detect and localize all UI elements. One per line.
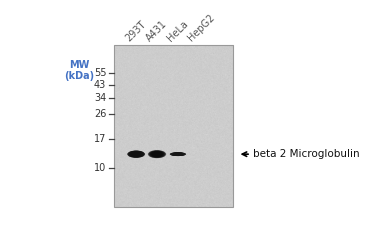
Ellipse shape bbox=[172, 152, 184, 156]
Ellipse shape bbox=[151, 151, 163, 157]
Ellipse shape bbox=[129, 151, 144, 158]
Ellipse shape bbox=[131, 152, 142, 157]
Ellipse shape bbox=[129, 151, 144, 157]
Text: 10: 10 bbox=[94, 163, 106, 173]
Ellipse shape bbox=[149, 150, 165, 158]
Ellipse shape bbox=[130, 152, 142, 157]
Bar bbox=[114, 46, 233, 207]
Ellipse shape bbox=[170, 152, 186, 156]
Ellipse shape bbox=[170, 152, 186, 156]
Text: 26: 26 bbox=[94, 109, 106, 119]
Ellipse shape bbox=[148, 150, 166, 158]
Ellipse shape bbox=[149, 151, 165, 158]
Ellipse shape bbox=[172, 153, 184, 156]
Ellipse shape bbox=[130, 151, 142, 157]
Ellipse shape bbox=[128, 151, 144, 158]
Ellipse shape bbox=[129, 151, 143, 157]
Ellipse shape bbox=[128, 151, 144, 158]
Ellipse shape bbox=[150, 151, 164, 157]
Text: 17: 17 bbox=[94, 134, 106, 144]
Ellipse shape bbox=[129, 151, 143, 157]
Text: 293T: 293T bbox=[123, 19, 147, 44]
Ellipse shape bbox=[131, 152, 141, 156]
Text: 34: 34 bbox=[94, 93, 106, 103]
Ellipse shape bbox=[171, 152, 185, 156]
Ellipse shape bbox=[128, 151, 145, 158]
Ellipse shape bbox=[149, 150, 166, 158]
Text: HepG2: HepG2 bbox=[186, 13, 216, 44]
Ellipse shape bbox=[151, 151, 163, 157]
Ellipse shape bbox=[171, 152, 185, 156]
Ellipse shape bbox=[151, 151, 164, 157]
Ellipse shape bbox=[128, 151, 144, 158]
Ellipse shape bbox=[170, 152, 186, 156]
Ellipse shape bbox=[149, 150, 165, 158]
Ellipse shape bbox=[151, 152, 162, 157]
Ellipse shape bbox=[172, 152, 184, 156]
Ellipse shape bbox=[149, 150, 165, 158]
Ellipse shape bbox=[151, 151, 163, 157]
Ellipse shape bbox=[150, 151, 164, 158]
Ellipse shape bbox=[150, 151, 164, 158]
Ellipse shape bbox=[173, 153, 183, 156]
Ellipse shape bbox=[172, 153, 184, 156]
Ellipse shape bbox=[130, 152, 142, 157]
Text: 43: 43 bbox=[94, 80, 106, 90]
Ellipse shape bbox=[131, 152, 142, 157]
Ellipse shape bbox=[172, 153, 184, 156]
Text: A431: A431 bbox=[144, 19, 169, 44]
Ellipse shape bbox=[171, 152, 185, 156]
Text: beta 2 Microglobulin: beta 2 Microglobulin bbox=[253, 149, 359, 159]
Ellipse shape bbox=[131, 152, 142, 157]
Ellipse shape bbox=[173, 153, 182, 156]
Text: HeLa: HeLa bbox=[165, 19, 189, 44]
Ellipse shape bbox=[172, 153, 183, 156]
Ellipse shape bbox=[171, 152, 185, 156]
Ellipse shape bbox=[129, 151, 143, 157]
Ellipse shape bbox=[148, 150, 166, 158]
Ellipse shape bbox=[173, 153, 182, 156]
Ellipse shape bbox=[148, 150, 166, 158]
Text: MW
(kDa): MW (kDa) bbox=[64, 60, 94, 82]
Ellipse shape bbox=[170, 152, 186, 156]
Ellipse shape bbox=[131, 152, 141, 156]
Text: 55: 55 bbox=[94, 68, 106, 78]
Ellipse shape bbox=[171, 152, 184, 156]
Ellipse shape bbox=[127, 150, 145, 158]
Ellipse shape bbox=[127, 150, 145, 158]
Ellipse shape bbox=[173, 153, 183, 156]
Ellipse shape bbox=[150, 151, 164, 158]
